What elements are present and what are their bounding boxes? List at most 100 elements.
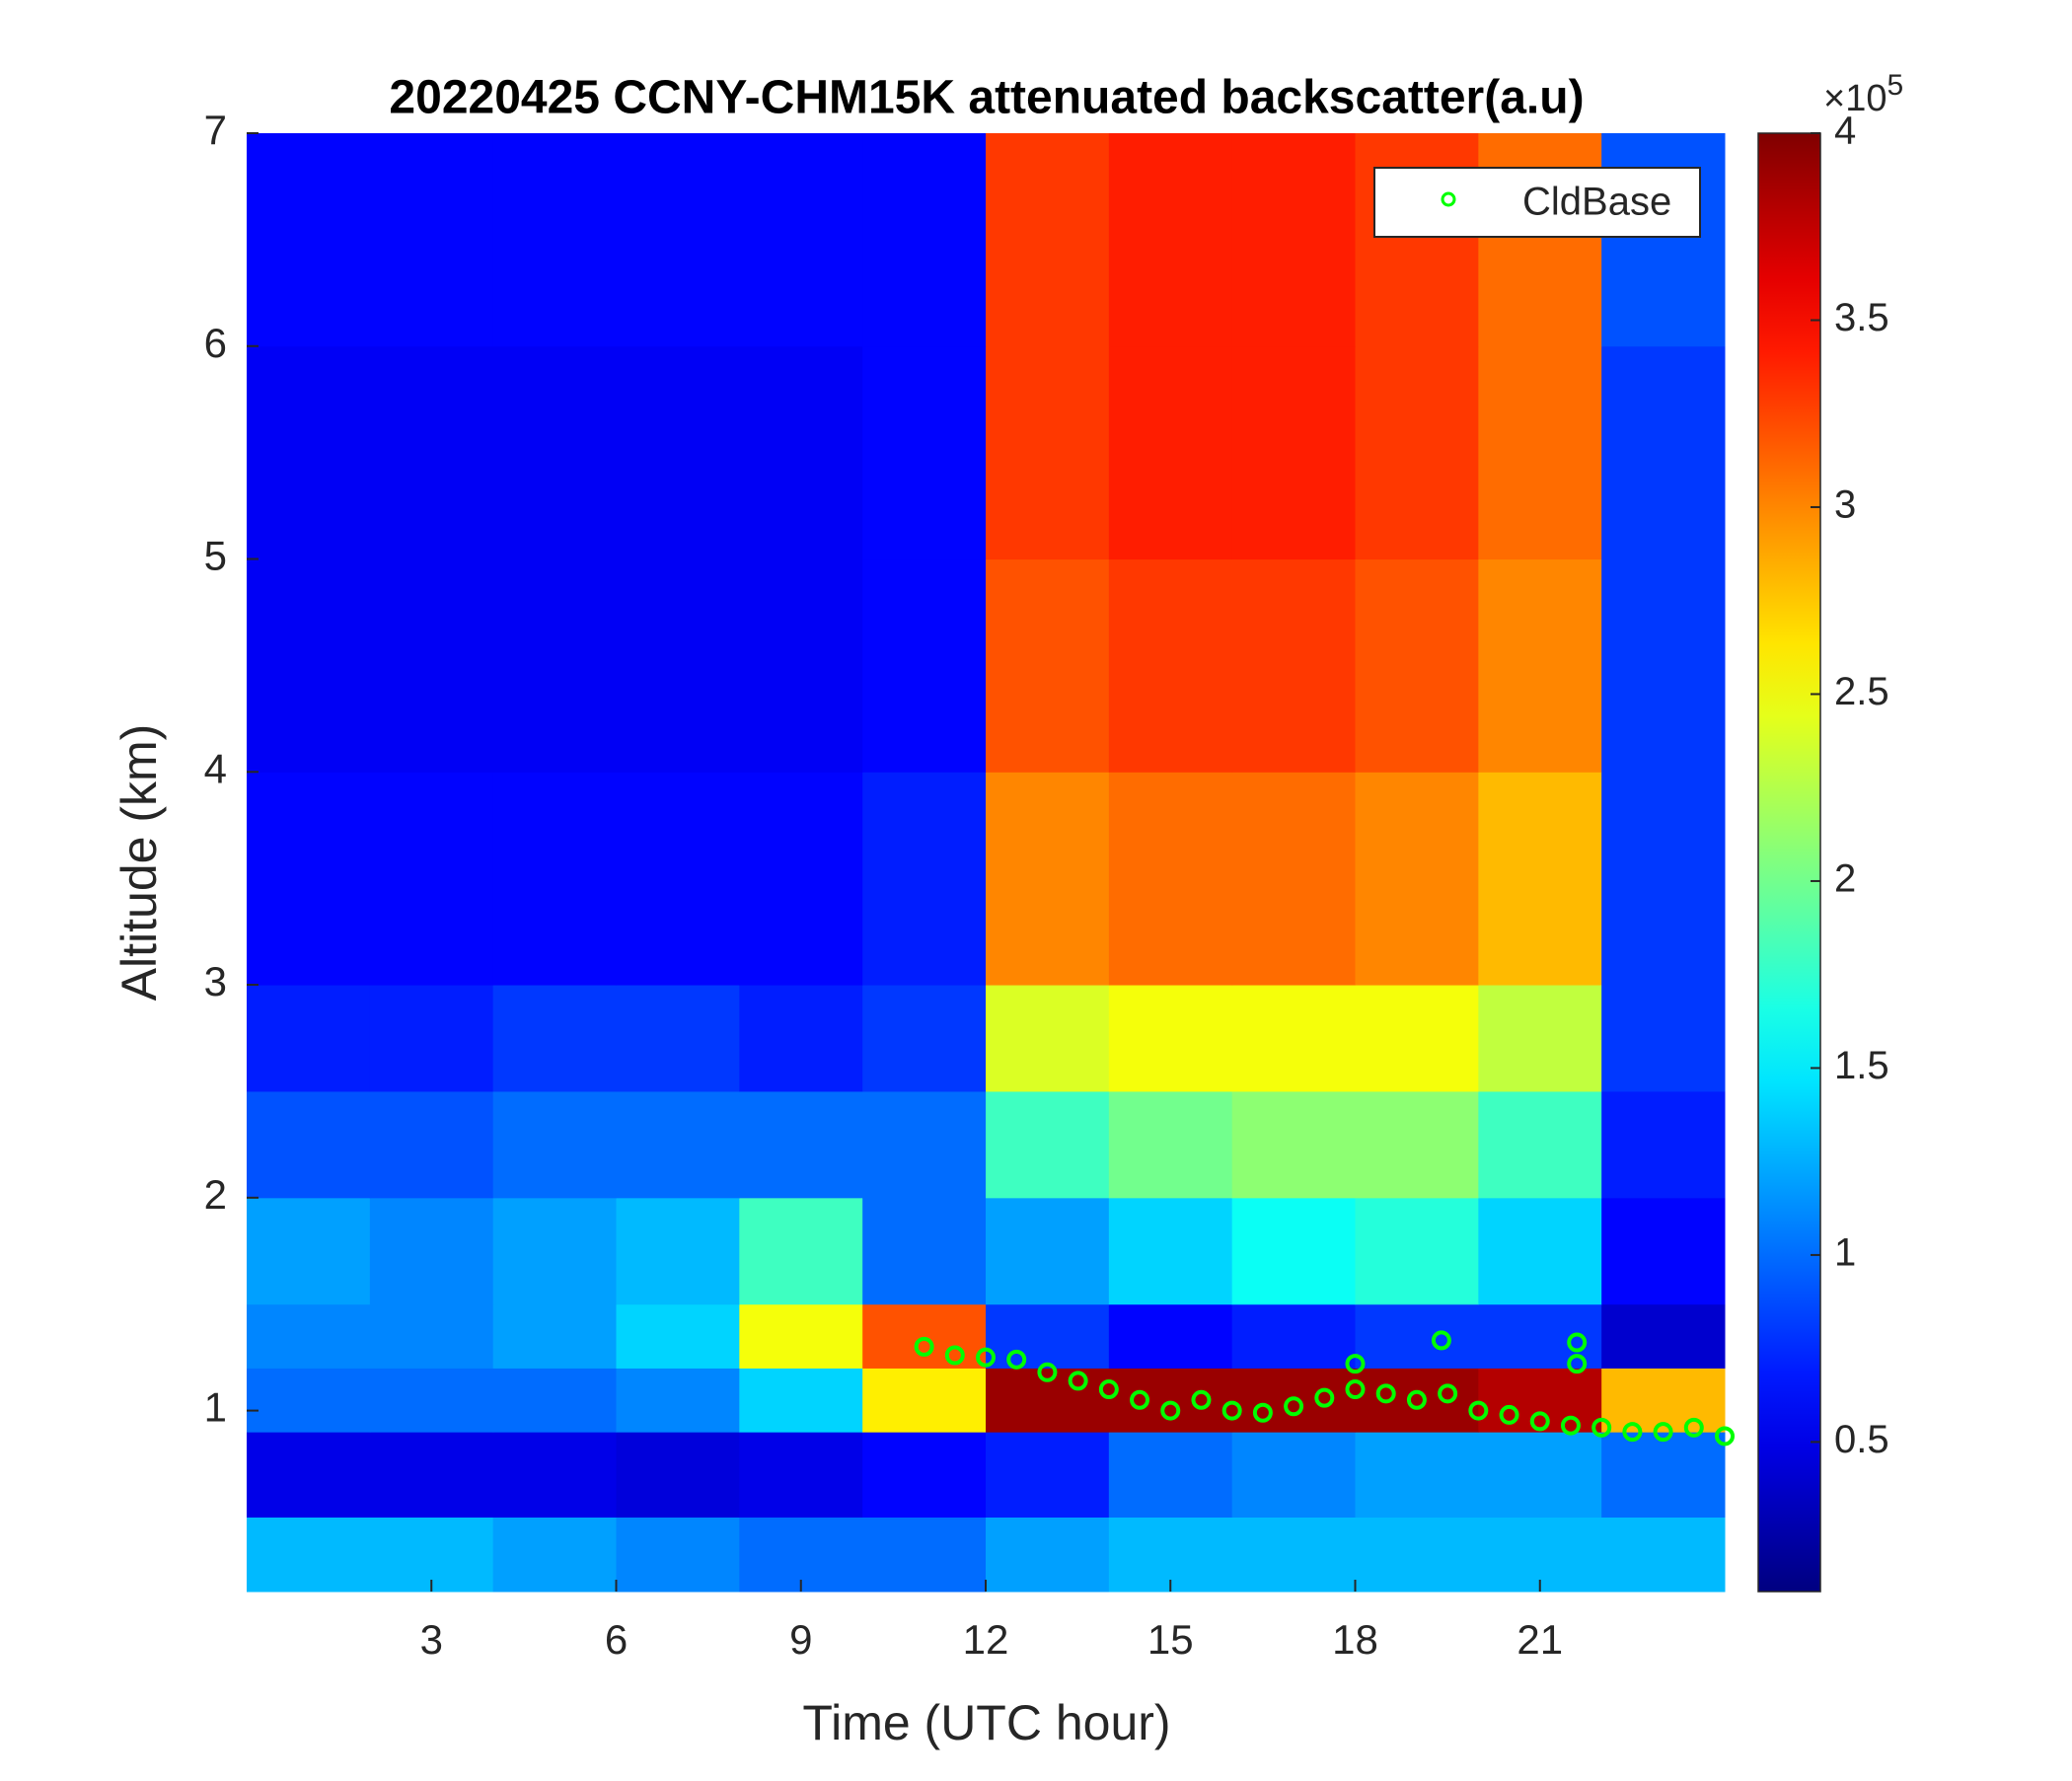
heat-cell	[492, 985, 617, 1092]
y-tick-label: 4	[204, 745, 227, 791]
cloud-base-point	[1715, 1426, 1735, 1447]
heat-cell	[1601, 133, 1726, 347]
y-tick-label: 3	[204, 958, 227, 1004]
y-axis-label: Altitude (km)	[111, 724, 167, 1002]
heat-cell	[492, 133, 617, 347]
heat-cell	[862, 1432, 987, 1518]
heat-cell	[1231, 772, 1356, 986]
cloud-base-point	[1560, 1415, 1581, 1436]
heat-cell	[862, 1197, 987, 1305]
heat-cell	[616, 1517, 740, 1593]
heat-cell	[986, 985, 1110, 1092]
heat-cell	[1231, 345, 1356, 560]
heat-cell	[247, 985, 371, 1092]
heat-cell	[1231, 1197, 1356, 1305]
heat-cell	[862, 772, 987, 986]
exponent-power: 5	[1887, 69, 1903, 102]
heat-cell	[1108, 1368, 1233, 1433]
heat-cell	[1231, 1517, 1356, 1593]
heat-cell	[862, 1517, 987, 1593]
heat-cell	[986, 1303, 1110, 1369]
cloud-base-point	[1345, 1354, 1366, 1374]
heat-cell	[986, 345, 1110, 560]
cloud-base-point	[1284, 1396, 1304, 1417]
chart-title: 20220425 CCNY-CHM15K attenuated backscat…	[389, 72, 1584, 124]
cloud-base-point	[1438, 1383, 1458, 1404]
cloud-base-point	[1037, 1362, 1058, 1382]
heat-cell	[492, 1197, 617, 1305]
heat-cell	[1478, 1432, 1602, 1518]
cloud-base-point	[1068, 1371, 1088, 1391]
heat-cell	[862, 1303, 987, 1369]
heat-cell	[739, 1517, 863, 1593]
heat-cell	[616, 558, 740, 773]
colorbar-tick-label: 3	[1834, 483, 1856, 527]
colorbar-tick-label: 4	[1834, 110, 1856, 153]
heat-cell	[616, 345, 740, 560]
heat-cell	[1231, 133, 1356, 347]
heat-cell	[1478, 1197, 1602, 1305]
heat-cell	[1478, 1090, 1602, 1199]
heat-cell	[1601, 558, 1726, 773]
cloud-base-point	[1622, 1422, 1643, 1443]
heat-cell	[369, 772, 494, 986]
heat-cell	[1355, 1368, 1479, 1433]
heat-cell	[1108, 345, 1233, 560]
y-tick-label: 5	[204, 533, 227, 579]
heat-cell	[986, 558, 1110, 773]
x-tick-label: 15	[1147, 1616, 1194, 1663]
heat-cell	[492, 558, 617, 773]
heat-cell	[1478, 133, 1602, 347]
heat-cell	[1231, 1432, 1356, 1518]
heat-cell	[1108, 1517, 1233, 1593]
heat-cell	[247, 1517, 371, 1593]
heat-cell	[247, 133, 371, 347]
cloud-base-point	[1314, 1387, 1335, 1408]
cloud-base-point	[1529, 1411, 1550, 1432]
cloud-base-point	[1191, 1389, 1212, 1410]
heat-cell	[247, 1303, 371, 1369]
cloud-base-point	[944, 1345, 965, 1366]
heat-cell	[616, 1432, 740, 1518]
heat-cell	[739, 345, 863, 560]
heat-cell	[739, 1090, 863, 1199]
heat-cell	[1108, 133, 1233, 347]
heat-cell	[369, 1303, 494, 1369]
legend-label: CldBase	[1522, 181, 1671, 224]
heat-cell	[616, 1090, 740, 1199]
heat-cell	[1478, 558, 1602, 773]
heat-cell	[369, 345, 494, 560]
colorbar-tick-label: 2	[1834, 857, 1856, 901]
x-axis-label: Time (UTC hour)	[802, 1695, 1170, 1750]
y-tick-label: 7	[204, 107, 227, 153]
x-tick-label: 6	[605, 1616, 628, 1663]
heat-cell	[862, 985, 987, 1092]
heat-cell	[1108, 1303, 1233, 1369]
legend-marker	[1441, 191, 1456, 207]
exponent-base: ×10	[1823, 78, 1887, 119]
heat-cell	[247, 1368, 371, 1433]
heat-cell	[369, 1517, 494, 1593]
x-tick-label: 9	[789, 1616, 812, 1663]
heat-cell	[1355, 133, 1479, 347]
cloud-base-point	[1345, 1379, 1366, 1400]
cloud-base-point	[1098, 1379, 1119, 1400]
heat-cell	[862, 133, 987, 347]
heat-cell	[369, 133, 494, 347]
heat-cell	[1231, 1090, 1356, 1199]
heat-cell	[1108, 772, 1233, 986]
heat-cell	[1355, 1197, 1479, 1305]
heat-cell	[1108, 1432, 1233, 1518]
heat-cell	[369, 1090, 494, 1199]
heat-cell	[247, 1197, 371, 1305]
heat-cell	[1355, 1090, 1479, 1199]
x-tick-label: 3	[420, 1616, 443, 1663]
heat-cell	[492, 345, 617, 560]
heat-cell	[986, 1517, 1110, 1593]
heat-cell	[862, 345, 987, 560]
heat-cell	[986, 1090, 1110, 1199]
heat-cell	[1478, 345, 1602, 560]
heat-cell	[492, 1432, 617, 1518]
colorbar-tick-label: 0.5	[1834, 1418, 1889, 1461]
